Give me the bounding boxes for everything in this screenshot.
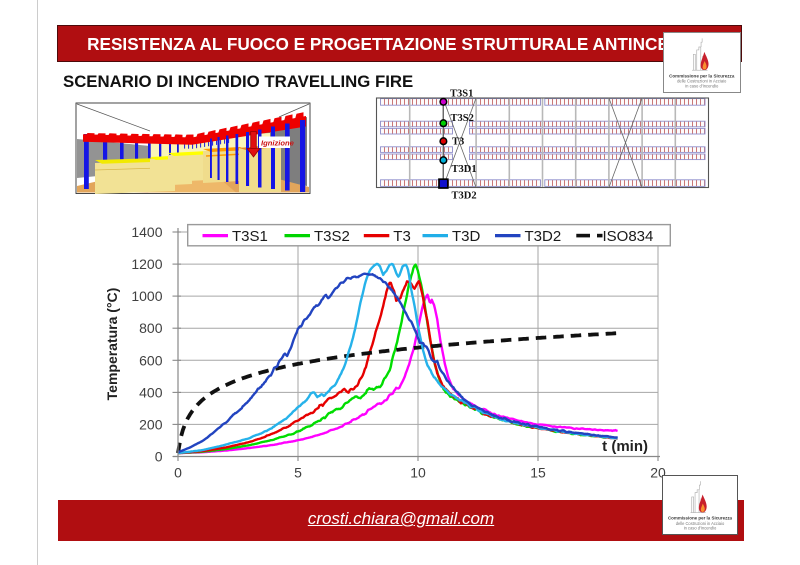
svg-text:T3D2: T3D2 [452,190,477,201]
svg-text:1200: 1200 [131,256,162,272]
svg-text:T3S1: T3S1 [450,89,473,100]
svg-text:Temperatura (°C): Temperatura (°C) [104,288,120,401]
svg-text:T3D2: T3D2 [525,228,562,245]
svg-text:in caso d'Incendio: in caso d'Incendio [684,525,717,530]
svg-text:0: 0 [155,449,163,465]
svg-text:800: 800 [139,320,163,336]
svg-text:10: 10 [410,465,426,481]
svg-text:T3: T3 [393,228,411,245]
svg-text:ISO834: ISO834 [603,228,654,245]
svg-text:600: 600 [139,352,163,368]
svg-text:T3D: T3D [452,228,481,245]
svg-text:T3: T3 [452,136,464,147]
svg-text:T3S1: T3S1 [232,228,268,245]
svg-text:T3D1: T3D1 [452,164,477,175]
svg-text:0: 0 [174,465,182,481]
svg-text:t (min): t (min) [602,438,648,455]
svg-text:in caso d'Incendio: in caso d'Incendio [685,83,719,88]
svg-text:1400: 1400 [131,224,162,240]
svg-text:delle Costruzioni in Acciaio: delle Costruzioni in Acciaio [677,79,727,84]
svg-text:T3S2: T3S2 [314,228,350,245]
svg-text:delle Costruzioni in Acciaio: delle Costruzioni in Acciaio [676,521,725,526]
svg-text:400: 400 [139,384,163,400]
svg-text:Commissione per la Sicurezza: Commissione per la Sicurezza [669,73,735,78]
svg-text:Ignizione: Ignizione [261,139,295,148]
svg-text:1000: 1000 [131,288,162,304]
svg-text:Commissione per la Sicurezza: Commissione per la Sicurezza [668,516,733,521]
svg-text:200: 200 [139,416,163,432]
svg-text:5: 5 [294,465,302,481]
svg-text:15: 15 [530,465,546,481]
svg-text:T3S2: T3S2 [451,113,474,124]
